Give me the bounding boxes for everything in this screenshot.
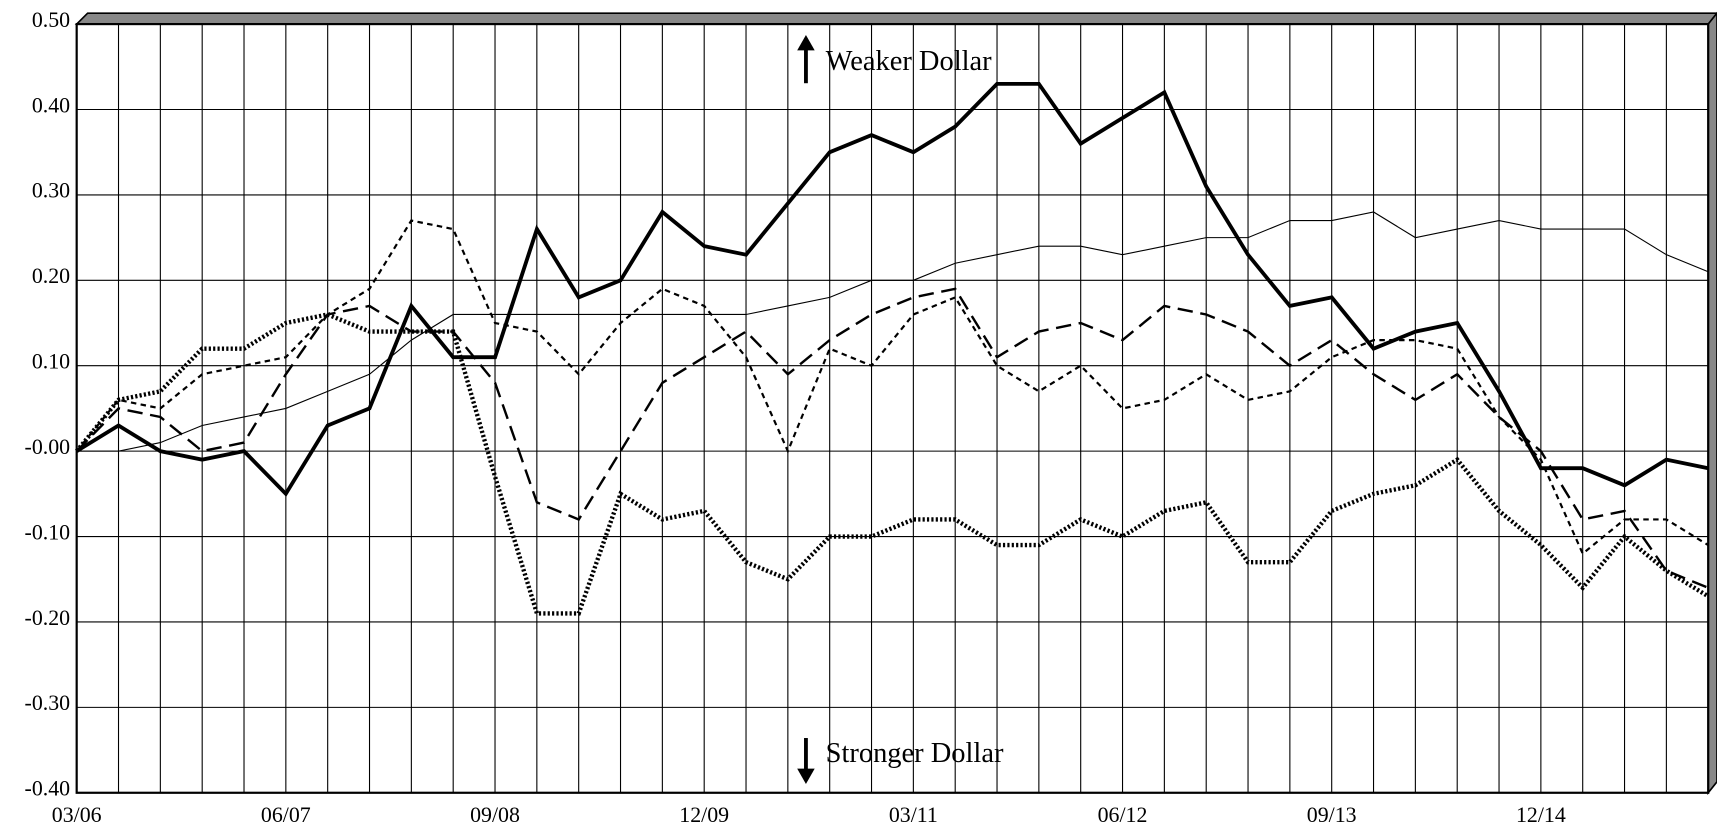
y-tick-label: -0.30 bbox=[25, 690, 71, 715]
series-line bbox=[75, 81, 1709, 497]
y-tick-label: 0.40 bbox=[32, 92, 70, 117]
lines bbox=[74, 81, 1710, 616]
y-tick-label: 0.30 bbox=[32, 178, 70, 203]
x-tick-label: 06/12 bbox=[1098, 802, 1148, 827]
x-tick-label: 06/07 bbox=[261, 802, 311, 827]
y-tick-label: -0.20 bbox=[25, 605, 71, 630]
grid bbox=[76, 23, 1709, 794]
y-tick-label: -0.00 bbox=[25, 434, 71, 459]
series-line bbox=[75, 287, 1709, 589]
y-tick-label: 0.10 bbox=[32, 349, 70, 374]
series-line bbox=[74, 312, 1710, 616]
annotation: Stronger Dollar bbox=[826, 738, 1004, 769]
x-tick-label: 12/14 bbox=[1516, 802, 1566, 827]
y-tick-label: -0.10 bbox=[25, 519, 71, 544]
x-tick-label: 09/13 bbox=[1307, 802, 1357, 827]
x-tick-label: 12/09 bbox=[679, 802, 729, 827]
arrow-up-head bbox=[797, 35, 815, 51]
y-tick-label: -0.40 bbox=[25, 776, 71, 801]
x-tick-label: 03/06 bbox=[52, 802, 102, 827]
y-tick-label: 0.20 bbox=[32, 263, 70, 288]
plot-border bbox=[75, 22, 1710, 794]
series-line bbox=[76, 211, 1709, 452]
y-tick-label: 0.50 bbox=[32, 7, 70, 32]
frame-side bbox=[1707, 11, 1717, 796]
x-tick-label: 09/08 bbox=[470, 802, 520, 827]
x-tick-label: 03/11 bbox=[889, 802, 938, 827]
arrow-down-head bbox=[797, 768, 815, 785]
series-line bbox=[75, 219, 1709, 556]
annotation: Weaker Dollar bbox=[826, 46, 992, 77]
frame-top bbox=[74, 12, 1717, 25]
